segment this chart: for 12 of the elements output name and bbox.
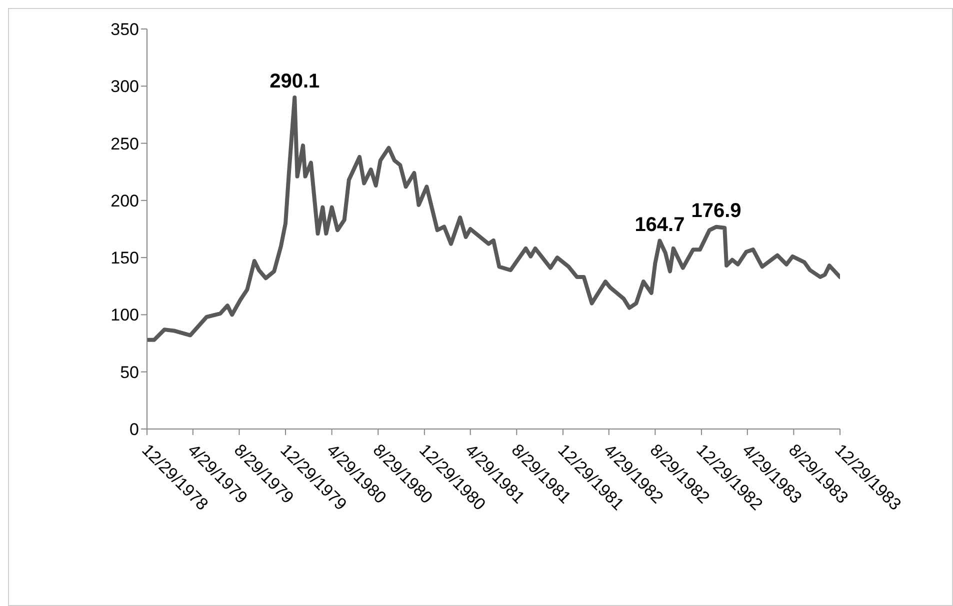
y-tick-label: 350 bbox=[110, 20, 139, 40]
annotation: 290.1 bbox=[270, 70, 320, 92]
y-tick-label: 50 bbox=[120, 362, 139, 382]
y-tick-label: 250 bbox=[110, 134, 139, 154]
line-series bbox=[147, 95, 840, 342]
y-tick-label: 100 bbox=[110, 306, 139, 325]
y-tick-label: 300 bbox=[110, 77, 139, 96]
annotation: 176.9 bbox=[691, 200, 742, 222]
y-tick-label: 200 bbox=[110, 191, 139, 210]
y-tick-label: 150 bbox=[110, 248, 139, 268]
y-tick-label: 0 bbox=[130, 420, 139, 440]
annotation: 164.7 bbox=[634, 214, 685, 236]
